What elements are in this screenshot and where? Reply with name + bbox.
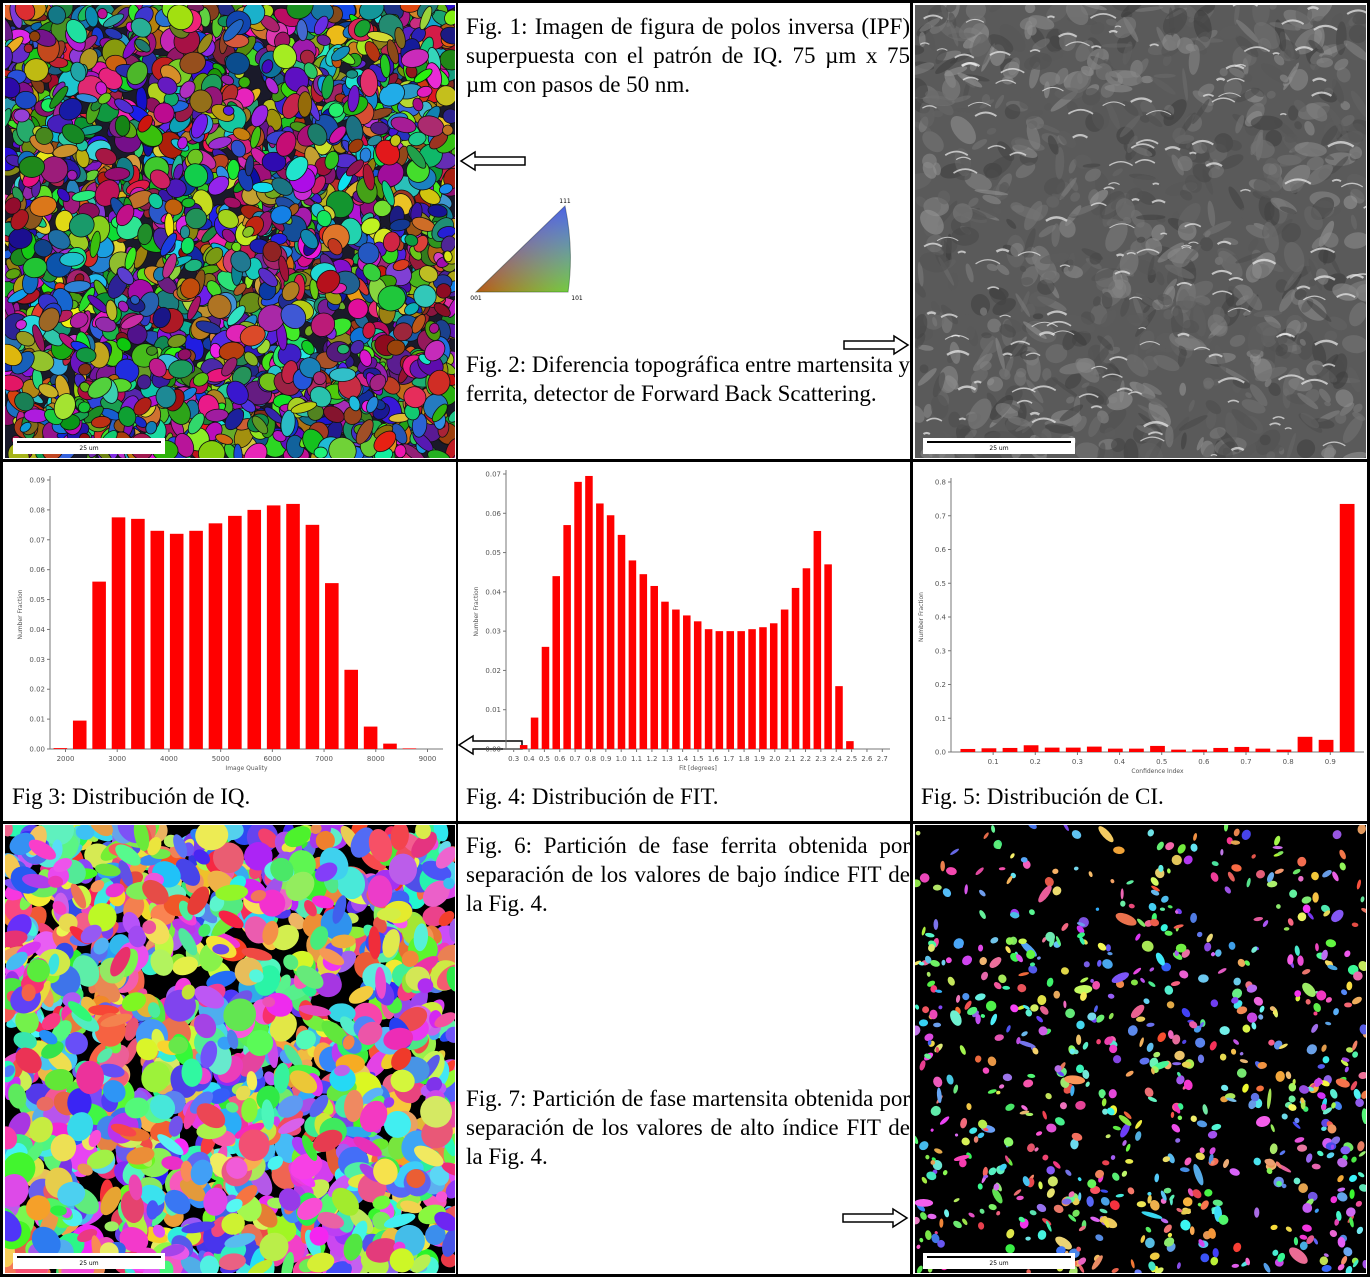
page: 25 um 25 um 25 um 25 um Fig. 1: Imagen d… <box>0 0 1370 1277</box>
ridge <box>1117 255 1124 256</box>
grain <box>337 344 349 354</box>
grain <box>24 59 48 82</box>
grain <box>14 109 30 122</box>
ridge <box>927 312 935 313</box>
scale-bar-label: 25 um <box>79 445 98 452</box>
ridge <box>974 382 981 383</box>
ridge <box>1217 79 1225 80</box>
ridge <box>959 419 966 420</box>
grain <box>314 447 327 458</box>
grain <box>346 70 358 79</box>
sem-image: 25 um <box>915 5 1366 458</box>
grain <box>1141 76 1153 84</box>
border <box>0 821 1370 824</box>
grain <box>180 226 190 239</box>
ridge <box>1190 153 1197 154</box>
ferrite-map: 25 um <box>5 825 455 1273</box>
border <box>0 0 1370 3</box>
ridge <box>923 433 929 434</box>
grain <box>185 208 206 229</box>
grain <box>1123 313 1149 323</box>
grain <box>1165 425 1173 447</box>
ridge <box>1132 199 1139 200</box>
ridge <box>1153 183 1159 184</box>
scale-bar-label: 25 um <box>989 445 1008 452</box>
grain <box>115 115 130 136</box>
grain <box>436 86 455 107</box>
ipf-map: 25 um <box>5 5 455 458</box>
grain <box>1316 58 1333 68</box>
